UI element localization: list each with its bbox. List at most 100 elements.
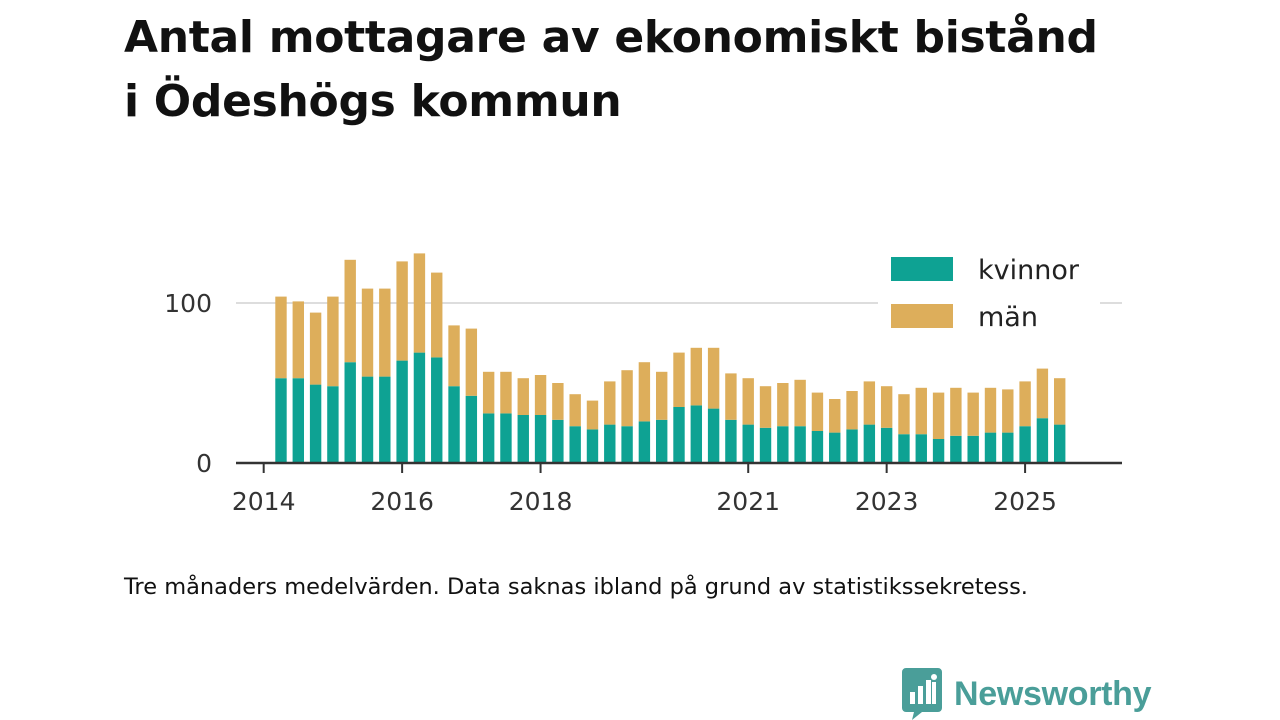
bar-man-2 <box>309 312 322 385</box>
bar-man-40 <box>967 392 979 436</box>
bar-man-1 <box>292 301 304 379</box>
bar-kvinnor-43 <box>1019 426 1031 463</box>
bar-man-22 <box>655 371 668 420</box>
bar-man-7 <box>396 261 408 361</box>
bar-man-0 <box>275 296 287 379</box>
bar-kvinnor-44 <box>1036 418 1049 463</box>
bar-kvinnor-8 <box>413 352 426 463</box>
bar-kvinnor-29 <box>777 426 789 463</box>
bar-kvinnor-37 <box>915 434 927 463</box>
bar-man-11 <box>465 328 478 396</box>
bar-man-28 <box>759 386 772 428</box>
bar-man-20 <box>621 370 633 427</box>
bar-kvinnor-7 <box>396 360 408 463</box>
newsworthy-logo-icon <box>902 668 942 720</box>
bar-man-37 <box>915 387 927 435</box>
bar-kvinnor-41 <box>984 432 997 463</box>
bar-kvinnor-3 <box>327 386 339 463</box>
bar-man-19 <box>604 381 616 425</box>
x-tick-label-2016: 2016 <box>370 487 434 516</box>
y-tick-label-0: 0 <box>196 449 212 478</box>
bar-man-32 <box>829 399 841 433</box>
bar-kvinnor-36 <box>898 434 910 463</box>
bar-man-29 <box>777 383 789 427</box>
bar-man-33 <box>846 391 858 430</box>
bar-kvinnor-11 <box>465 395 478 463</box>
bar-man-15 <box>534 375 547 415</box>
bar-man-38 <box>932 392 945 439</box>
bar-kvinnor-23 <box>673 407 685 463</box>
bar-kvinnor-42 <box>1002 432 1014 463</box>
bar-kvinnor-17 <box>569 426 581 463</box>
bars-layer <box>275 253 1066 463</box>
bar-kvinnor-16 <box>552 419 564 463</box>
bar-kvinnor-30 <box>794 426 806 463</box>
bar-man-21 <box>638 362 651 422</box>
bar-man-3 <box>327 296 339 387</box>
legend: kvinnor män <box>878 248 1100 348</box>
bar-man-18 <box>586 400 599 430</box>
legend-swatch-man <box>891 304 953 328</box>
bar-kvinnor-34 <box>863 424 876 463</box>
bar-man-5 <box>361 288 374 377</box>
x-tick-label-2023: 2023 <box>855 487 919 516</box>
bar-kvinnor-6 <box>379 376 391 463</box>
bar-man-25 <box>707 347 720 409</box>
bar-man-27 <box>742 378 754 425</box>
y-tick-label-100: 100 <box>164 289 212 318</box>
bar-man-14 <box>517 378 529 415</box>
bar-kvinnor-19 <box>604 424 616 463</box>
bar-man-45 <box>1054 378 1066 425</box>
bar-kvinnor-39 <box>950 435 962 463</box>
bar-man-39 <box>950 387 962 436</box>
bar-man-41 <box>984 387 997 433</box>
x-tick-label-2014: 2014 <box>232 487 296 516</box>
bar-man-42 <box>1002 389 1014 433</box>
bar-kvinnor-13 <box>500 413 512 463</box>
bar-kvinnor-32 <box>829 432 841 463</box>
bar-kvinnor-18 <box>586 429 599 463</box>
bar-kvinnor-12 <box>482 413 495 463</box>
bar-man-13 <box>500 371 512 414</box>
bar-man-6 <box>379 288 391 377</box>
bar-kvinnor-28 <box>759 427 772 463</box>
bar-kvinnor-1 <box>292 378 304 463</box>
bar-kvinnor-15 <box>534 415 547 463</box>
bar-man-12 <box>482 371 495 414</box>
axis-layer: 0 100 2014 2016 2018 2021 2023 2025 <box>164 289 1122 516</box>
bar-kvinnor-27 <box>742 424 754 463</box>
bar-man-34 <box>863 381 876 425</box>
bar-man-36 <box>898 394 910 435</box>
bar-kvinnor-33 <box>846 429 858 463</box>
bar-kvinnor-40 <box>967 435 979 463</box>
bar-man-24 <box>690 347 703 406</box>
bar-man-35 <box>880 386 893 428</box>
legend-label-man: män <box>978 302 1038 333</box>
x-tick-label-2025: 2025 <box>993 487 1057 516</box>
bar-man-8 <box>413 253 426 353</box>
bar-kvinnor-10 <box>448 386 460 463</box>
bar-kvinnor-22 <box>655 419 668 463</box>
bar-man-30 <box>794 379 806 427</box>
bar-man-44 <box>1036 368 1049 419</box>
x-tick-label-2021: 2021 <box>716 487 780 516</box>
bar-kvinnor-25 <box>707 408 720 463</box>
bar-man-23 <box>673 352 685 407</box>
bar-man-16 <box>552 383 564 420</box>
bar-kvinnor-26 <box>725 419 737 463</box>
bar-kvinnor-31 <box>811 431 824 463</box>
bar-man-10 <box>448 325 460 387</box>
bar-kvinnor-45 <box>1054 424 1066 463</box>
bar-kvinnor-21 <box>638 421 651 463</box>
bar-man-4 <box>344 259 356 363</box>
bar-kvinnor-24 <box>690 405 703 463</box>
newsworthy-logo: Newsworthy <box>902 668 1152 720</box>
bar-kvinnor-2 <box>309 384 322 463</box>
bar-man-26 <box>725 373 737 420</box>
bar-kvinnor-35 <box>880 427 893 463</box>
bar-man-43 <box>1019 381 1031 427</box>
bar-kvinnor-4 <box>344 362 356 463</box>
newsworthy-logo-text: Newsworthy <box>954 674 1152 713</box>
x-tick-label-2018: 2018 <box>509 487 573 516</box>
chart-caption: Tre månaders medelvärden. Data saknas ib… <box>124 574 1028 600</box>
